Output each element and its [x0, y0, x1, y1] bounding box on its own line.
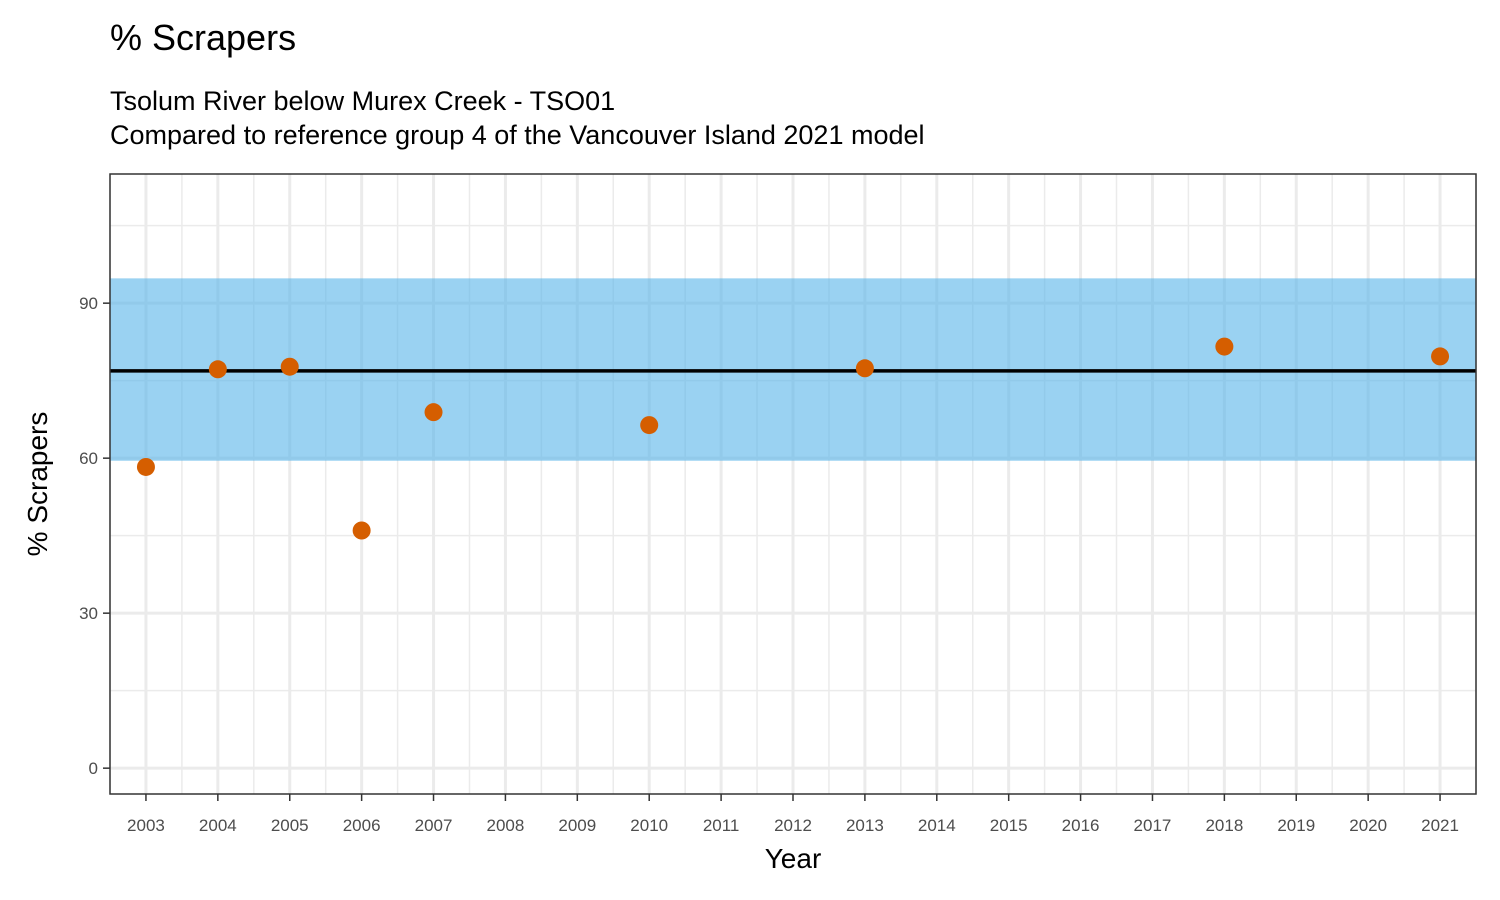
x-tick-label: 2016: [1062, 816, 1100, 835]
x-tick-label: 2008: [487, 816, 525, 835]
y-tick-label: 60: [79, 449, 98, 468]
data-point: [280, 357, 299, 376]
x-axis: 2003 2004 2005 2006 2007 2008 2009 2010 2011 2012…: [127, 794, 1459, 835]
y-tick-label: 0: [89, 759, 98, 778]
x-tick-label: 2018: [1205, 816, 1243, 835]
x-tick-label: 2015: [990, 816, 1028, 835]
data-point: [640, 416, 659, 435]
x-tick-label: 2011: [703, 816, 740, 835]
x-tick-label: 2009: [558, 816, 596, 835]
subtitle-line-reference: Compared to reference group 4 of the Van…: [110, 120, 925, 150]
data-point: [352, 521, 371, 540]
x-tick-label: 2012: [774, 816, 812, 835]
x-tick-label: 2013: [846, 816, 884, 835]
major-gridlines: [110, 174, 1476, 794]
x-tick-label: 2017: [1134, 816, 1172, 835]
y-axis-title: % Scrapers: [22, 412, 53, 557]
x-axis-title: Year: [765, 843, 822, 874]
data-point: [1431, 347, 1450, 366]
x-tick-label: 2014: [918, 816, 956, 835]
data-point: [855, 359, 874, 378]
data-points: [136, 337, 1450, 540]
x-tick-label: 2003: [127, 816, 165, 835]
y-tick-label: 90: [79, 294, 98, 313]
x-tick-label: 2019: [1277, 816, 1315, 835]
subtitle-line-site: Tsolum River below Murex Creek - TSO01: [110, 86, 616, 116]
x-tick-label: 2004: [199, 816, 237, 835]
data-point: [136, 457, 155, 476]
chart-title: % Scrapers: [110, 17, 297, 58]
data-point: [1215, 337, 1234, 356]
x-tick-label: 2020: [1349, 816, 1387, 835]
data-point: [424, 403, 443, 422]
x-tick-label: 2007: [415, 816, 453, 835]
chart-subtitle: Tsolum River below Murex Creek - TSO01 C…: [110, 84, 925, 152]
y-tick-label: 30: [79, 604, 98, 623]
x-tick-label: 2006: [343, 816, 381, 835]
x-tick-label: 2021: [1421, 816, 1459, 835]
data-point: [208, 360, 227, 379]
y-axis: 0 30 60 90: [79, 294, 110, 778]
x-tick-label: 2005: [271, 816, 309, 835]
x-tick-label: 2010: [630, 816, 668, 835]
